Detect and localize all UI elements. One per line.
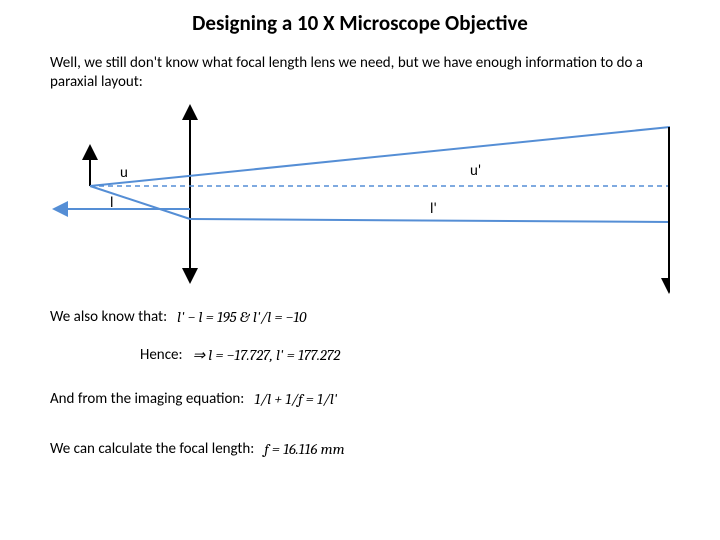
diagram-svg [50, 104, 670, 294]
hence-label: Hence: [140, 346, 183, 364]
ray-upper [90, 127, 670, 186]
know-label: We also know that: [50, 308, 167, 326]
label-l: l [110, 194, 113, 212]
line-imgeq: And from the imaging equation: 1/l + 1/f… [0, 384, 720, 408]
focal-eq: f = 16.116 mm [264, 440, 344, 458]
label-l-prime: l' [430, 200, 437, 218]
paraxial-layout-diagram: u u' l l' [50, 104, 670, 294]
label-u: u [120, 164, 128, 182]
ray-lower-2 [190, 219, 670, 222]
focal-label: We can calculate the focal length: [50, 440, 254, 458]
imgeq-eq: 1/l + 1/f = 1/l' [254, 390, 337, 408]
know-eq: l' − l = 195 & l'/l = −10 [177, 308, 306, 326]
line-know: We also know that: l' − l = 195 & l'/l =… [0, 302, 720, 326]
ray-lower-1 [90, 186, 190, 219]
hence-eq: ⇒ l = −17.727, l' = 177.272 [193, 346, 341, 364]
line-focal: We can calculate the focal length: f = 1… [0, 434, 720, 458]
page-title: Designing a 10 X Microscope Objective [0, 0, 720, 36]
line-hence: Hence: ⇒ l = −17.727, l' = 177.272 [0, 340, 720, 364]
label-u-prime: u' [470, 162, 481, 180]
intro-text: Well, we still don't know what focal len… [0, 36, 720, 92]
imgeq-label: And from the imaging equation: [50, 390, 244, 408]
